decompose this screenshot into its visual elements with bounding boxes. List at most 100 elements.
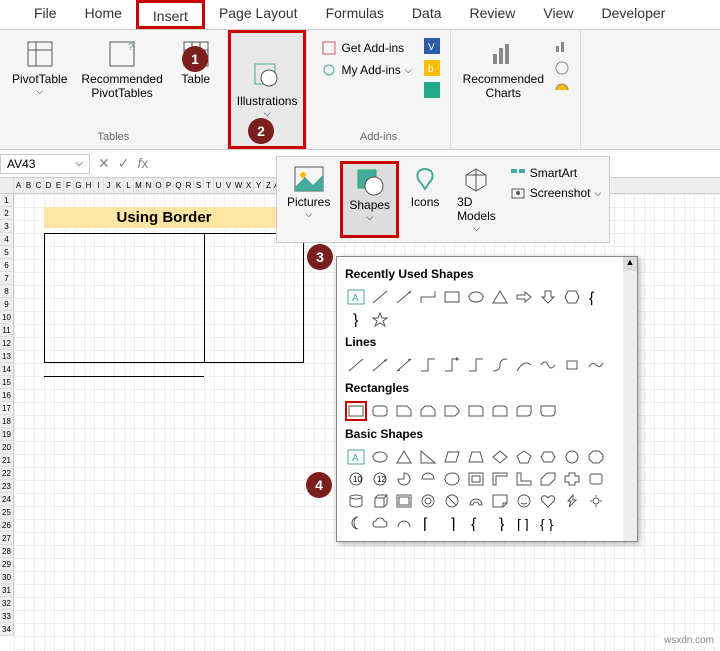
recommended-pivot-button[interactable]: ? Recommended PivotTables — [75, 34, 168, 105]
shape-elbow-2[interactable] — [441, 355, 463, 375]
chart-type-3-icon[interactable] — [554, 82, 570, 98]
shape-elbow-3[interactable] — [465, 355, 487, 375]
shape-l-shape[interactable] — [513, 469, 535, 489]
shape-round-4[interactable] — [537, 401, 559, 421]
shape-heart[interactable] — [537, 491, 559, 511]
shape-triangle-2[interactable] — [393, 447, 415, 467]
smartart-button[interactable]: SmartArt — [510, 165, 602, 181]
shape-cloud[interactable] — [369, 513, 391, 533]
shape-trapezoid[interactable] — [465, 447, 487, 467]
shape-freeform-1[interactable] — [561, 355, 583, 375]
shape-bracket-right[interactable]: ] — [441, 513, 463, 533]
tab-view[interactable]: View — [529, 0, 587, 29]
tab-developer[interactable]: Developer — [588, 0, 680, 29]
shape-plaque[interactable] — [585, 469, 607, 489]
chart-type-2-icon[interactable] — [554, 60, 570, 76]
shape-connector[interactable] — [417, 287, 439, 307]
scroll-up-icon[interactable]: ▲ — [623, 257, 637, 271]
shape-dodecagon[interactable]: 12 — [369, 469, 391, 489]
shape-arrow-down[interactable] — [537, 287, 559, 307]
shape-block-arc[interactable] — [465, 491, 487, 511]
shape-line[interactable] — [369, 287, 391, 307]
cancel-icon[interactable]: ✕ — [98, 155, 110, 172]
screenshot-button[interactable]: Screenshot ⌵ — [510, 185, 602, 201]
shape-hexagon[interactable] — [561, 287, 583, 307]
chart-type-1-icon[interactable] — [554, 38, 570, 54]
shape-pie[interactable] — [393, 469, 415, 489]
icons-button[interactable]: Icons — [403, 161, 447, 238]
shape-rounded-rect[interactable] — [369, 401, 391, 421]
shape-bracket-left[interactable]: [ — [417, 513, 439, 533]
shape-round-1[interactable] — [465, 401, 487, 421]
pivot-table-button[interactable]: PivotTable ⌵ — [6, 34, 73, 105]
tab-home[interactable]: Home — [71, 0, 136, 29]
shape-snip-2[interactable] — [417, 401, 439, 421]
shape-line-3[interactable] — [393, 355, 415, 375]
3d-models-button[interactable]: 3D Models ⌵ — [451, 161, 502, 238]
tab-file[interactable]: File — [20, 0, 71, 29]
shape-star[interactable] — [369, 309, 391, 329]
shape-double-brace[interactable]: { } — [537, 513, 559, 533]
pictures-button[interactable]: Pictures ⌵ — [281, 161, 336, 238]
tab-review[interactable]: Review — [456, 0, 530, 29]
shape-frame[interactable] — [465, 469, 487, 489]
shape-double-bracket[interactable]: [ ] — [513, 513, 535, 533]
shape-cross[interactable] — [561, 469, 583, 489]
shape-half-frame[interactable] — [489, 469, 511, 489]
bing-icon[interactable]: b — [424, 60, 440, 76]
fx-icon[interactable]: fx — [137, 155, 148, 172]
shape-hexagon-2[interactable] — [537, 447, 559, 467]
shape-round-2[interactable] — [489, 401, 511, 421]
confirm-icon[interactable]: ✓ — [118, 155, 130, 172]
shape-teardrop[interactable] — [441, 469, 463, 489]
shape-no-symbol[interactable] — [441, 491, 463, 511]
recommended-charts-button[interactable]: Recommended Charts — [457, 34, 550, 105]
shapes-button[interactable]: Shapes ⌵ — [340, 161, 399, 238]
shape-heptagon[interactable] — [561, 447, 583, 467]
shape-rectangle[interactable] — [345, 401, 367, 421]
get-addins-button[interactable]: Get Add-ins — [317, 38, 415, 58]
shape-moon[interactable] — [345, 513, 367, 533]
shape-chord[interactable] — [417, 469, 439, 489]
shape-rect[interactable] — [441, 287, 463, 307]
shape-parallelogram[interactable] — [441, 447, 463, 467]
shape-oval[interactable] — [465, 287, 487, 307]
people-icon[interactable] — [424, 82, 440, 98]
shape-can[interactable] — [345, 491, 367, 511]
shape-donut[interactable] — [417, 491, 439, 511]
shape-bevel[interactable] — [393, 491, 415, 511]
shape-curve-1[interactable] — [489, 355, 511, 375]
my-addins-button[interactable]: My Add-ins ⌵ — [317, 60, 415, 80]
shape-brace-left[interactable]: { — [585, 287, 607, 307]
scrollbar[interactable]: ▲ — [623, 257, 637, 541]
shape-elbow-1[interactable] — [417, 355, 439, 375]
tab-page-layout[interactable]: Page Layout — [205, 0, 312, 29]
tab-insert[interactable]: Insert — [136, 0, 205, 29]
shape-round-3[interactable] — [513, 401, 535, 421]
shape-smiley[interactable] — [513, 491, 535, 511]
shape-brace-left-2[interactable]: { — [465, 513, 487, 533]
shape-curve-3[interactable] — [537, 355, 559, 375]
shape-snip-3[interactable] — [441, 401, 463, 421]
shape-octagon[interactable] — [585, 447, 607, 467]
name-box[interactable]: AV43 ⌵ — [0, 154, 90, 174]
shape-snip-1[interactable] — [393, 401, 415, 421]
shape-line-2[interactable] — [369, 355, 391, 375]
shape-textbox[interactable]: A — [345, 287, 367, 307]
shape-decagon[interactable]: 10 — [345, 469, 367, 489]
shape-arc[interactable] — [393, 513, 415, 533]
shape-freeform-2[interactable] — [585, 355, 607, 375]
shape-right-triangle[interactable] — [417, 447, 439, 467]
shape-triangle[interactable] — [489, 287, 511, 307]
shape-text-box-2[interactable]: A — [345, 447, 367, 467]
tab-data[interactable]: Data — [398, 0, 456, 29]
tab-formulas[interactable]: Formulas — [312, 0, 398, 29]
shape-diagonal-stripe[interactable] — [537, 469, 559, 489]
shape-pentagon[interactable] — [513, 447, 535, 467]
shape-arrow-right[interactable] — [513, 287, 535, 307]
shape-brace-right-2[interactable]: } — [489, 513, 511, 533]
shape-folded-corner[interactable] — [489, 491, 511, 511]
shape-cube[interactable] — [369, 491, 391, 511]
shape-oval-2[interactable] — [369, 447, 391, 467]
shape-curve-2[interactable] — [513, 355, 535, 375]
